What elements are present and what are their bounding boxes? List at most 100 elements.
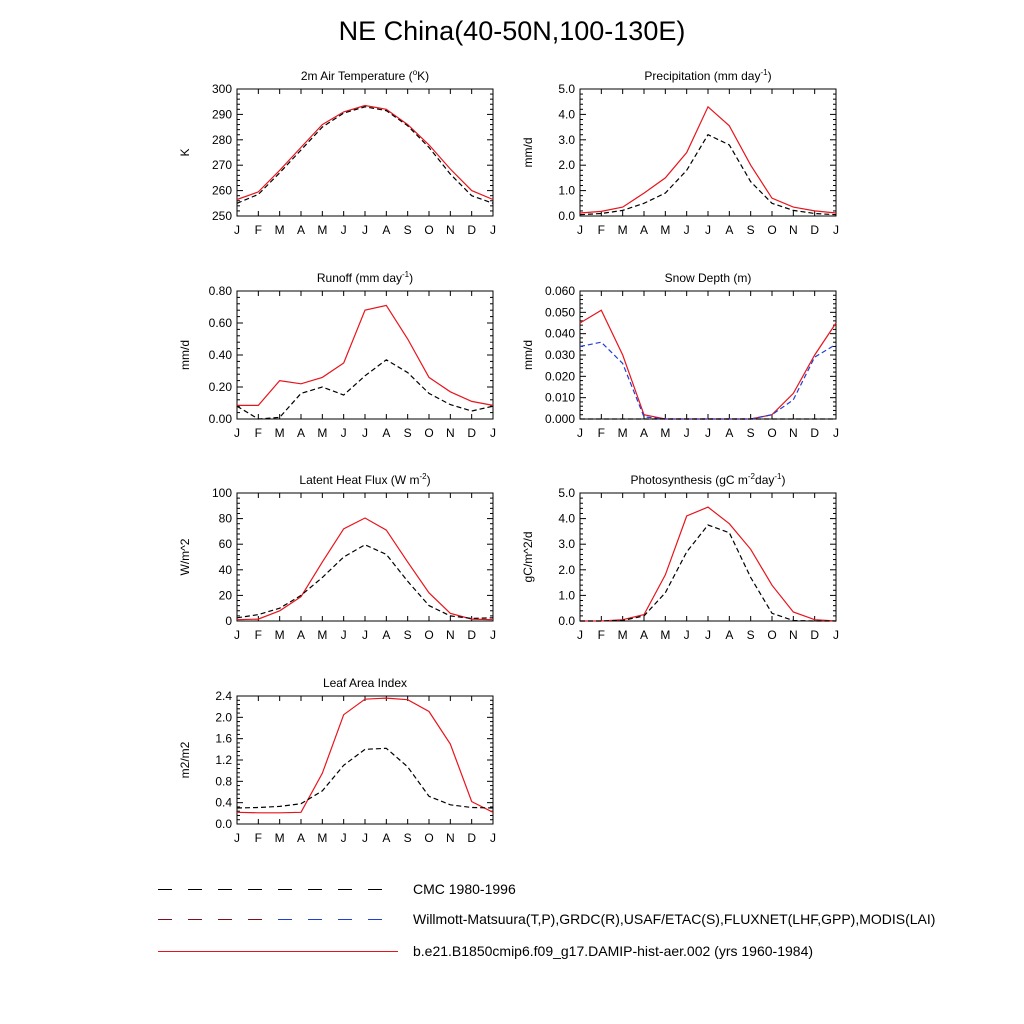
x-tick-label: D (467, 628, 476, 642)
series-line-model (236, 104, 494, 201)
x-tick-label: D (467, 426, 476, 440)
x-tick-label: O (424, 223, 433, 237)
x-tick-label: O (424, 628, 433, 642)
y-tick-label: 40 (219, 563, 233, 577)
legend-line-observations-alt (278, 919, 398, 920)
x-tick-label: A (725, 223, 733, 237)
x-tick-label: A (640, 628, 648, 642)
chart-panel-1: J F M A M J J A S O N D J0.01.02.03.04.05.0mm/dPreci… (521, 68, 839, 237)
x-tick-label: N (446, 426, 455, 440)
x-tick-label: A (297, 223, 305, 237)
x-tick-label: S (404, 223, 412, 237)
y-axis-label: mm/d (521, 138, 535, 168)
x-tick-label: N (446, 628, 455, 642)
series-line-obs (236, 747, 494, 809)
x-tick-label: D (810, 628, 819, 642)
y-tick-label: 2.0 (215, 710, 232, 724)
y-tick-label: 0.00 (209, 412, 233, 426)
x-tick-label: S (747, 223, 755, 237)
y-tick-label: 4.0 (558, 107, 575, 121)
x-tick-label: J (577, 426, 583, 440)
x-tick-label: O (424, 426, 433, 440)
y-tick-label: 250 (212, 209, 232, 223)
x-tick-label: M (275, 831, 285, 845)
panel-title: Runoff (mm day-1) (317, 270, 413, 285)
x-tick-label: J (362, 426, 368, 440)
x-tick-label: J (490, 426, 496, 440)
x-tick-label: O (767, 426, 776, 440)
x-tick-label: A (725, 628, 733, 642)
series-line-model (236, 697, 494, 814)
legend-line-cmc (158, 889, 398, 890)
x-tick-label: S (404, 628, 412, 642)
x-tick-label: N (789, 426, 798, 440)
x-tick-label: S (404, 426, 412, 440)
y-tick-label: 0.40 (209, 348, 233, 362)
x-tick-label: J (577, 223, 583, 237)
x-tick-label: M (275, 628, 285, 642)
series-line-model (579, 309, 837, 420)
series-line-obs (236, 544, 494, 620)
x-tick-label: M (275, 223, 285, 237)
legend-label-model: b.e21.B1850cmip6.f09_g17.DAMIP-hist-aer.… (413, 943, 814, 959)
x-tick-label: S (404, 831, 412, 845)
x-tick-label: J (577, 628, 583, 642)
plot-frame (579, 492, 837, 622)
y-axis-label: mm/d (178, 340, 192, 370)
x-tick-label: F (255, 426, 262, 440)
x-tick-label: F (598, 426, 605, 440)
panel-title: 2m Air Temperature (oK) (301, 68, 429, 83)
y-tick-label: 290 (212, 107, 232, 121)
panel-title: Leaf Area Index (323, 676, 407, 690)
y-axis-label: W/m^2 (178, 538, 192, 575)
panel-title: Photosynthesis (gC m-2day-1) (631, 472, 786, 487)
x-tick-label: M (660, 628, 670, 642)
x-tick-label: D (810, 426, 819, 440)
y-tick-label: 0.20 (209, 380, 233, 394)
x-tick-label: J (684, 223, 690, 237)
y-tick-label: 2.0 (558, 563, 575, 577)
x-tick-label: A (297, 628, 305, 642)
legend-line-model (158, 951, 398, 952)
x-tick-label: J (705, 426, 711, 440)
panel-title: Snow Depth (m) (665, 271, 752, 285)
x-tick-label: N (789, 628, 798, 642)
x-tick-label: J (490, 628, 496, 642)
x-tick-label: J (341, 426, 347, 440)
y-tick-label: 60 (219, 537, 233, 551)
y-tick-label: 0.010 (545, 391, 575, 405)
plot-frame (236, 695, 494, 825)
x-tick-label: A (640, 426, 648, 440)
y-tick-label: 100 (212, 486, 232, 500)
legend-line-observations (158, 919, 398, 920)
chart-panel-2: J F M A M J J A S O N D J0.000.200.400.600.80mm/dRun… (178, 270, 496, 440)
y-tick-label: 5.0 (558, 82, 575, 96)
y-axis-label: gC/m^2/d (521, 532, 535, 583)
y-tick-label: 0.030 (545, 348, 575, 362)
x-tick-label: D (467, 223, 476, 237)
panel-title: Latent Heat Flux (W m-2) (299, 472, 430, 487)
x-tick-label: D (467, 831, 476, 845)
y-tick-label: 0.040 (545, 327, 575, 341)
y-tick-label: 0 (225, 614, 232, 628)
x-tick-label: A (725, 426, 733, 440)
x-tick-label: J (234, 223, 240, 237)
x-tick-label: F (255, 628, 262, 642)
x-tick-label: A (382, 831, 390, 845)
y-tick-label: 0.050 (545, 305, 575, 319)
y-tick-label: 1.2 (215, 753, 232, 767)
x-tick-label: J (490, 831, 496, 845)
series-line-model (237, 304, 494, 406)
series-line-obs (580, 524, 836, 622)
x-tick-label: N (789, 223, 798, 237)
y-tick-label: 0.000 (545, 412, 575, 426)
x-tick-label: A (297, 426, 305, 440)
x-tick-label: M (618, 628, 628, 642)
chart-panel-3: J F M A M J J A S O N D J0.0000.0100.0200.0300.0400.… (521, 271, 839, 440)
legend-label-observations: Willmott-Matsuura(T,P),GRDC(R),USAF/ETAC… (413, 911, 936, 927)
series-line-obs_alt (579, 341, 837, 420)
y-tick-label: 270 (212, 158, 232, 172)
legend-label-cmc: CMC 1980-1996 (413, 881, 516, 897)
y-tick-label: 260 (212, 184, 232, 198)
